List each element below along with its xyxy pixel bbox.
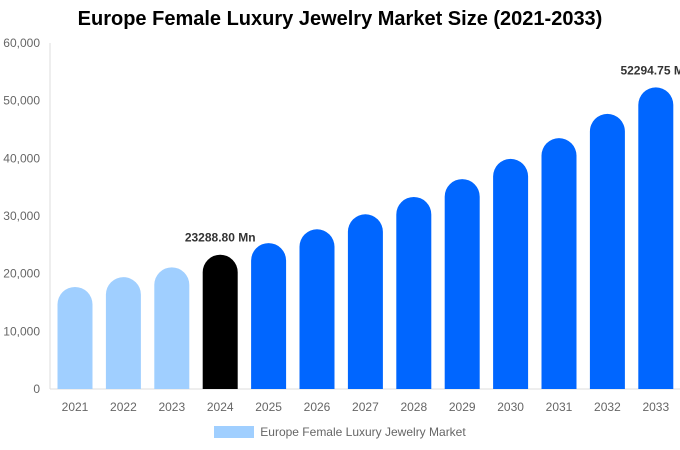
y-tick-label: 40,000 — [3, 151, 40, 165]
bar-2022 — [105, 277, 141, 389]
y-tick-label: 30,000 — [3, 209, 40, 223]
bar-2023 — [154, 267, 190, 389]
x-tick-label: 2027 — [352, 400, 379, 414]
y-tick-label: 10,000 — [3, 324, 40, 338]
x-tick-label: 2026 — [304, 400, 331, 414]
x-tick-label: 2033 — [642, 400, 669, 414]
bar-2025 — [251, 243, 287, 389]
bar-2024 — [202, 254, 238, 389]
y-tick-label: 20,000 — [3, 267, 40, 281]
x-tick-label: 2029 — [449, 400, 476, 414]
data-label: 52294.75 Mn — [620, 63, 680, 77]
bar-2031 — [541, 138, 577, 389]
bar-2032 — [589, 113, 625, 389]
bar-2028 — [396, 196, 432, 389]
y-tick-label: 0 — [33, 382, 40, 396]
x-tick-label: 2023 — [158, 400, 185, 414]
x-tick-label: 2025 — [255, 400, 282, 414]
y-tick-label: 60,000 — [3, 36, 40, 50]
bar-chart: 0 10,000 20,000 30,000 40,000 50,000 60,000 202… — [3, 36, 680, 414]
bar-2021 — [57, 286, 93, 389]
bar-2033 — [638, 87, 674, 390]
bar-2026 — [299, 229, 335, 389]
bar-2029 — [444, 179, 480, 389]
x-tick-label: 2030 — [497, 400, 524, 414]
data-label: 23288.80 Mn — [185, 231, 256, 245]
bar-2030 — [493, 158, 529, 389]
x-tick-label: 2021 — [62, 400, 89, 414]
x-tick-label: 2032 — [594, 400, 621, 414]
x-tick-label: 2022 — [110, 400, 137, 414]
x-tick-label: 2031 — [546, 400, 573, 414]
x-tick-label: 2024 — [207, 400, 234, 414]
legend-swatch — [214, 426, 255, 438]
y-tick-label: 50,000 — [3, 94, 40, 108]
legend-label: Europe Female Luxury Jewelry Market — [260, 425, 466, 439]
x-tick-label: 2028 — [400, 400, 427, 414]
bar-2027 — [347, 214, 383, 389]
chart-title: Europe Female Luxury Jewelry Market Size… — [77, 8, 603, 30]
legend: Europe Female Luxury Jewelry Market — [0, 425, 680, 439]
